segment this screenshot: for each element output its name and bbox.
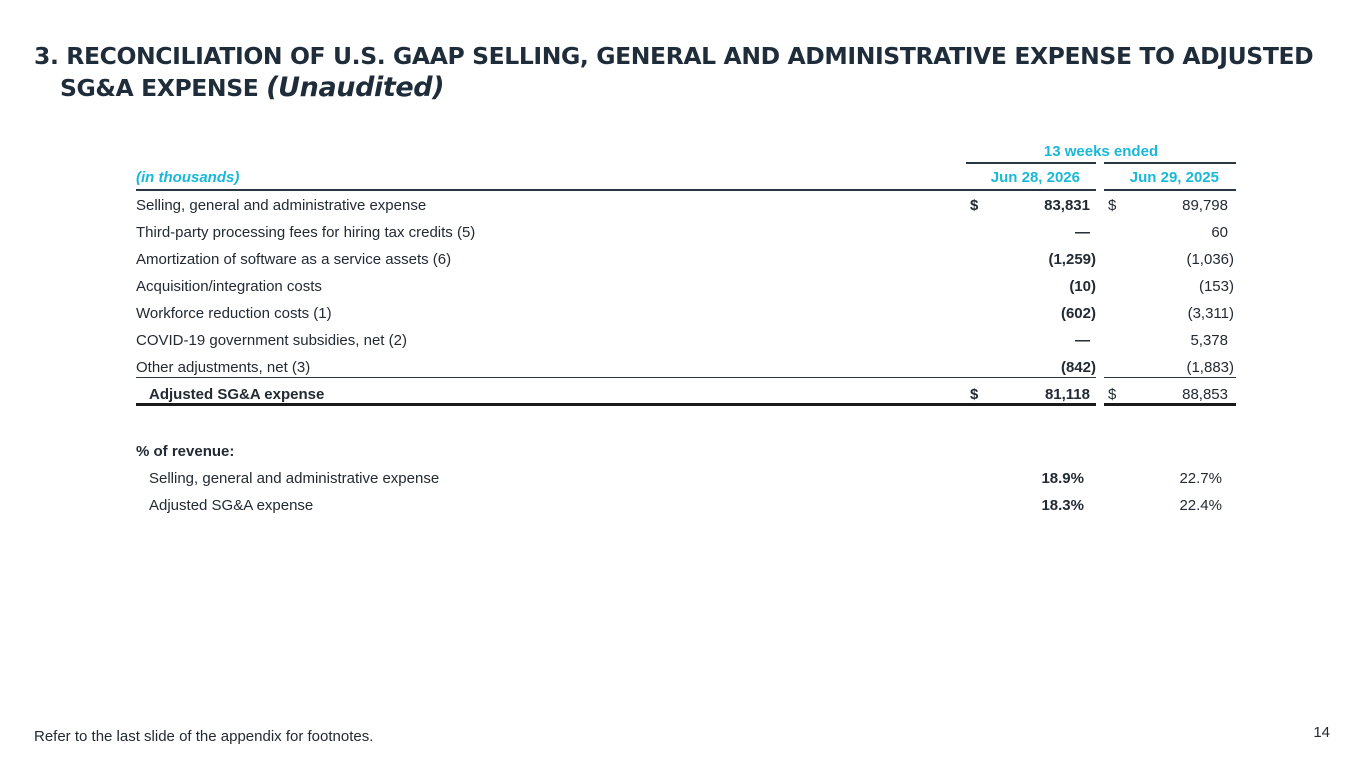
column-header-row: (in thousands) Jun 28, 2026 Jun 29, 2025 [136, 164, 1236, 191]
row-label: COVID-19 government subsidies, net (2) [136, 332, 407, 349]
total-value-prior: 88,853 [1182, 386, 1228, 403]
table-row: Workforce reduction costs (1) (602) (3,3… [136, 300, 1236, 327]
value-prior: 89,798 [1182, 197, 1228, 214]
value-current: (10) [1069, 278, 1096, 295]
value-prior: (1,036) [1186, 251, 1234, 268]
title-line-2: SG&A EXPENSE (Unaudited) [34, 72, 1324, 104]
table-row: Selling, general and administrative expe… [136, 192, 1236, 219]
currency-symbol: $ [970, 386, 979, 403]
percent-row: Adjusted SG&A expense 18.3% 22.4% [136, 492, 1236, 519]
percent-prior: 22.7% [1179, 470, 1222, 487]
percent-row: Selling, general and administrative expe… [136, 465, 1236, 492]
currency-symbol: $ [1108, 197, 1117, 214]
table-row: Third-party processing fees for hiring t… [136, 219, 1236, 246]
table-row: Other adjustments, net (3) (842) (1,883) [136, 354, 1236, 381]
value-current: — [1075, 224, 1090, 241]
subtotal-rule [136, 377, 1236, 378]
value-prior: 60 [1211, 224, 1228, 241]
value-prior: (153) [1198, 278, 1234, 295]
value-current: (1,259) [1048, 251, 1096, 268]
percent-current: 18.3% [1041, 497, 1084, 514]
title-line-2-text: SG&A EXPENSE [60, 74, 267, 102]
total-row: Adjusted SG&A expense $ 81,118 $ 88,853 [136, 381, 1236, 408]
row-label: Selling, general and administrative expe… [136, 197, 427, 214]
header-rule [136, 189, 1236, 191]
page-number: 14 [1313, 724, 1330, 741]
percent-prior: 22.4% [1179, 497, 1222, 514]
value-prior: (3,311) [1187, 305, 1234, 322]
currency-symbol: $ [970, 197, 979, 214]
value-current: — [1075, 332, 1090, 349]
page-title: 3. RECONCILIATION OF U.S. GAAP SELLING, … [34, 40, 1324, 104]
percent-current: 18.9% [1041, 470, 1084, 487]
row-label: Third-party processing fees for hiring t… [136, 224, 476, 241]
title-line-1: 3. RECONCILIATION OF U.S. GAAP SELLING, … [34, 42, 1314, 70]
value-current: 83,831 [1044, 197, 1090, 214]
table-row: COVID-19 government subsidies, net (2) —… [136, 327, 1236, 354]
row-label: Selling, general and administrative expe… [149, 470, 440, 487]
period-header: 13 weeks ended [1043, 143, 1159, 160]
currency-symbol: $ [1108, 386, 1117, 403]
total-label: Adjusted SG&A expense [149, 386, 325, 403]
table-row: Acquisition/integration costs (10) (153) [136, 273, 1236, 300]
units-label: (in thousands) [136, 169, 240, 186]
row-label: Other adjustments, net (3) [136, 359, 311, 376]
row-label: Workforce reduction costs (1) [136, 305, 332, 322]
total-rule [136, 403, 1236, 406]
total-value-current: 81,118 [1044, 386, 1090, 403]
percent-of-revenue-label: % of revenue: [136, 443, 235, 460]
value-current: (842) [1060, 359, 1096, 376]
percent-header-row: % of revenue: [136, 438, 1236, 465]
title-unaudited: (Unaudited) [266, 72, 445, 103]
row-label: Amortization of software as a service as… [136, 251, 452, 268]
row-label: Adjusted SG&A expense [149, 497, 314, 514]
footnote: Refer to the last slide of the appendix … [34, 728, 374, 745]
column-header-prior: Jun 29, 2025 [1129, 169, 1219, 186]
value-prior: 5,378 [1190, 332, 1228, 349]
column-header-current: Jun 28, 2026 [990, 169, 1080, 186]
row-label: Acquisition/integration costs [136, 278, 322, 295]
value-prior: (1,883) [1186, 359, 1234, 376]
value-current: (602) [1060, 305, 1096, 322]
table-row: Amortization of software as a service as… [136, 246, 1236, 273]
